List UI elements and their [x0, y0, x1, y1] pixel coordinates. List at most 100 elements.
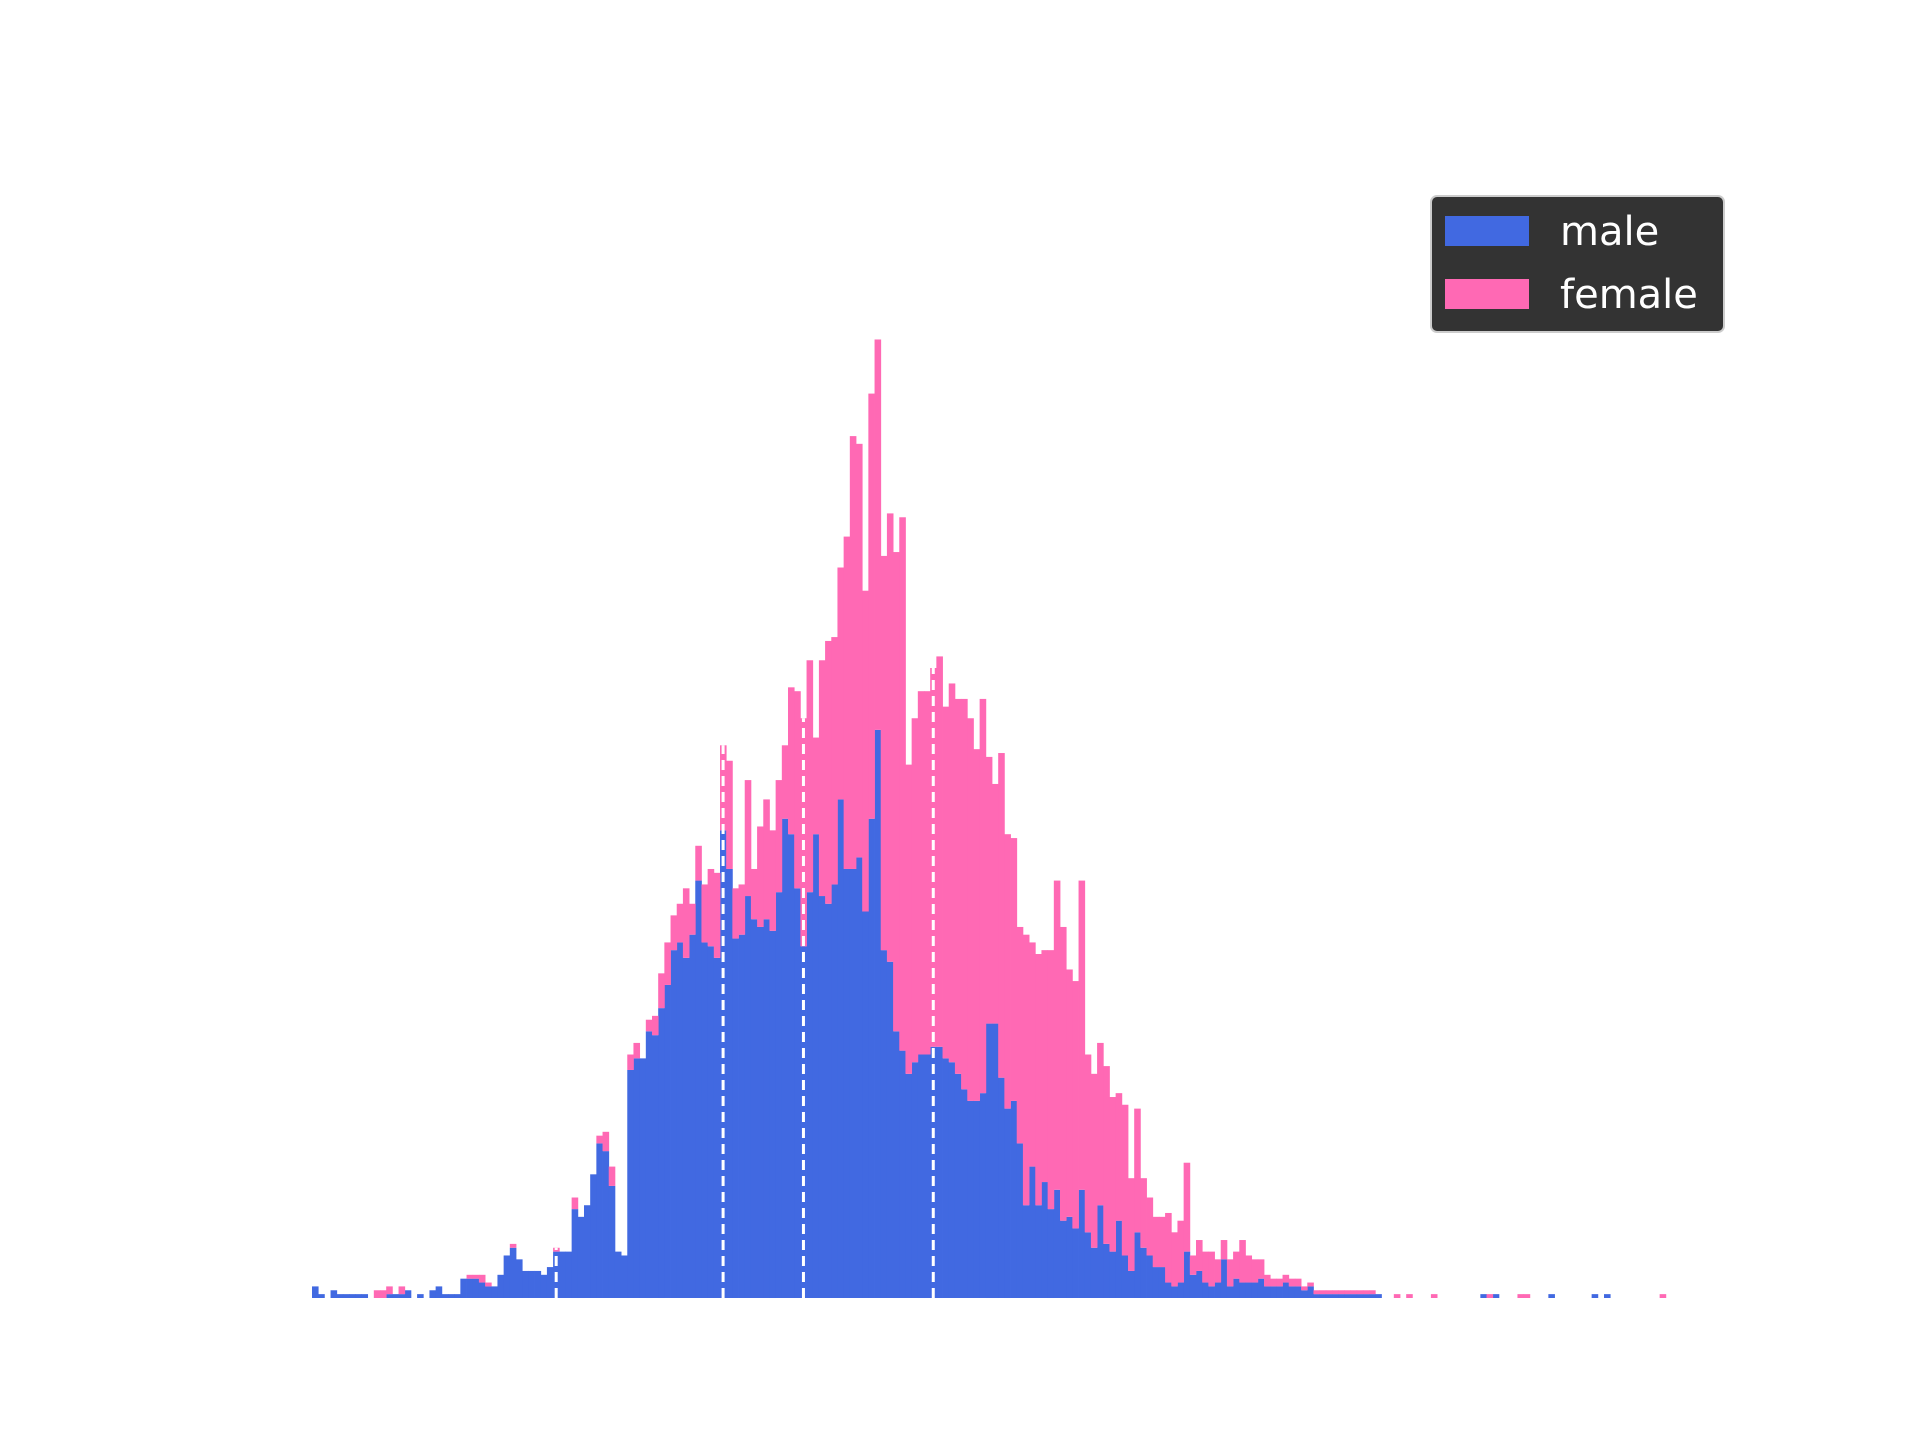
- bar-female-26: [472, 1274, 480, 1279]
- bar-male-128: [1103, 1243, 1110, 1298]
- bar-male-141: [1183, 1251, 1191, 1298]
- bar-female-80: [806, 660, 814, 893]
- bar-female-139: [1171, 1232, 1178, 1287]
- bar-female-114: [1016, 926, 1024, 1144]
- bar-male-114: [1016, 1143, 1024, 1298]
- bar-female-149: [1233, 1251, 1240, 1279]
- bar-female-156: [1276, 1278, 1283, 1287]
- bar-female-158: [1288, 1278, 1296, 1287]
- bar-female-116: [1029, 942, 1036, 1167]
- bar-male-105: [961, 1089, 968, 1298]
- bar-female-150: [1239, 1240, 1246, 1283]
- bar-female-138: [1165, 1212, 1172, 1283]
- bar-female-111: [998, 753, 1005, 1078]
- bar-male-127: [1097, 1205, 1104, 1298]
- male-bars: [312, 729, 1611, 1299]
- bar-male-168: [1350, 1294, 1358, 1298]
- bar-male-189: [1480, 1294, 1487, 1298]
- bar-female-78: [794, 691, 801, 889]
- bar-female-83: [825, 640, 832, 904]
- bar-female-67: [726, 760, 733, 869]
- bar-male-92: [880, 950, 888, 1298]
- bar-female-103: [948, 683, 956, 1063]
- bar-male-20: [435, 1286, 443, 1298]
- bar-female-95: [899, 517, 906, 1051]
- bar-female-159: [1294, 1278, 1302, 1287]
- bar-female-61: [689, 903, 696, 935]
- bar-female-104: [954, 698, 962, 1074]
- bar-male-48: [608, 1185, 616, 1298]
- bar-female-98: [917, 691, 925, 1055]
- bar-female-112: [1004, 834, 1011, 1109]
- bar-female-52: [633, 1042, 641, 1059]
- bar-female-72: [757, 826, 764, 927]
- bar-female-157: [1282, 1274, 1290, 1283]
- bar-male-59: [676, 942, 684, 1298]
- bar-male-126: [1090, 1247, 1098, 1299]
- bar-female-76: [781, 745, 789, 819]
- bar-female-87: [849, 436, 857, 869]
- bar-male-37: [540, 1274, 548, 1298]
- bar-female-144: [1202, 1251, 1209, 1283]
- bar-female-106: [967, 718, 974, 1101]
- bar-male-151: [1245, 1282, 1253, 1298]
- bar-male-60: [682, 957, 690, 1298]
- bar-male-155: [1270, 1286, 1277, 1298]
- bar-male-123: [1072, 1228, 1079, 1298]
- bar-female-145: [1208, 1251, 1215, 1287]
- bar-male-132: [1128, 1270, 1135, 1298]
- bar-female-164: [1325, 1290, 1333, 1295]
- bar-male-90: [868, 818, 875, 1298]
- bar-male-106: [967, 1100, 974, 1298]
- bar-female-101: [936, 656, 943, 1047]
- bar-male-148: [1226, 1286, 1234, 1298]
- bar-female-10: [373, 1290, 381, 1298]
- bar-male-115: [1022, 1205, 1030, 1298]
- bar-male-8: [361, 1294, 369, 1298]
- bar-male-53: [639, 1058, 647, 1298]
- bar-female-170: [1362, 1290, 1370, 1295]
- bar-female-84: [831, 637, 838, 885]
- bar-female-62: [695, 845, 702, 881]
- bar-female-124: [1078, 880, 1086, 1190]
- bar-male-23: [454, 1294, 461, 1298]
- bar-male-72: [757, 926, 764, 1298]
- bar-male-29: [491, 1286, 498, 1298]
- bar-male-109: [985, 1023, 993, 1299]
- bar-female-93: [886, 513, 894, 962]
- bar-male-162: [1313, 1294, 1321, 1298]
- bar-female-90: [868, 393, 875, 819]
- bar-female-48: [608, 1166, 616, 1186]
- bar-male-26: [472, 1278, 480, 1298]
- bar-male-71: [750, 919, 758, 1298]
- bar-female-171: [1369, 1290, 1376, 1295]
- bar-female-32: [509, 1243, 517, 1248]
- bar-female-57: [664, 942, 671, 985]
- bar-male-154: [1264, 1286, 1271, 1298]
- bar-male-40: [559, 1251, 566, 1298]
- bar-female-75: [775, 780, 783, 893]
- bar-female-64: [707, 868, 715, 947]
- reference-lines: [554, 668, 935, 1298]
- bar-female-153: [1257, 1259, 1265, 1279]
- bar-male-94: [893, 1031, 900, 1299]
- bar-male-62: [695, 880, 702, 1298]
- bar-female-122: [1066, 969, 1073, 1217]
- bar-female-82: [818, 660, 826, 897]
- bar-male-110: [992, 1023, 999, 1299]
- bar-female-163: [1319, 1290, 1327, 1295]
- bar-male-112: [1004, 1108, 1011, 1299]
- bar-male-142: [1189, 1274, 1197, 1298]
- bar-male-122: [1066, 1216, 1073, 1299]
- bar-male-85: [837, 799, 845, 1298]
- bar-male-79: [800, 946, 807, 1298]
- bar-male-144: [1202, 1282, 1209, 1298]
- bar-male-3: [330, 1290, 338, 1298]
- bar-male-78: [794, 888, 801, 1298]
- bar-female-81: [812, 737, 820, 835]
- bar-female-118: [1041, 950, 1049, 1183]
- bar-male-149: [1233, 1278, 1240, 1298]
- bar-male-21: [441, 1294, 449, 1298]
- bar-male-68: [732, 938, 739, 1298]
- bar-female-97: [911, 718, 919, 1063]
